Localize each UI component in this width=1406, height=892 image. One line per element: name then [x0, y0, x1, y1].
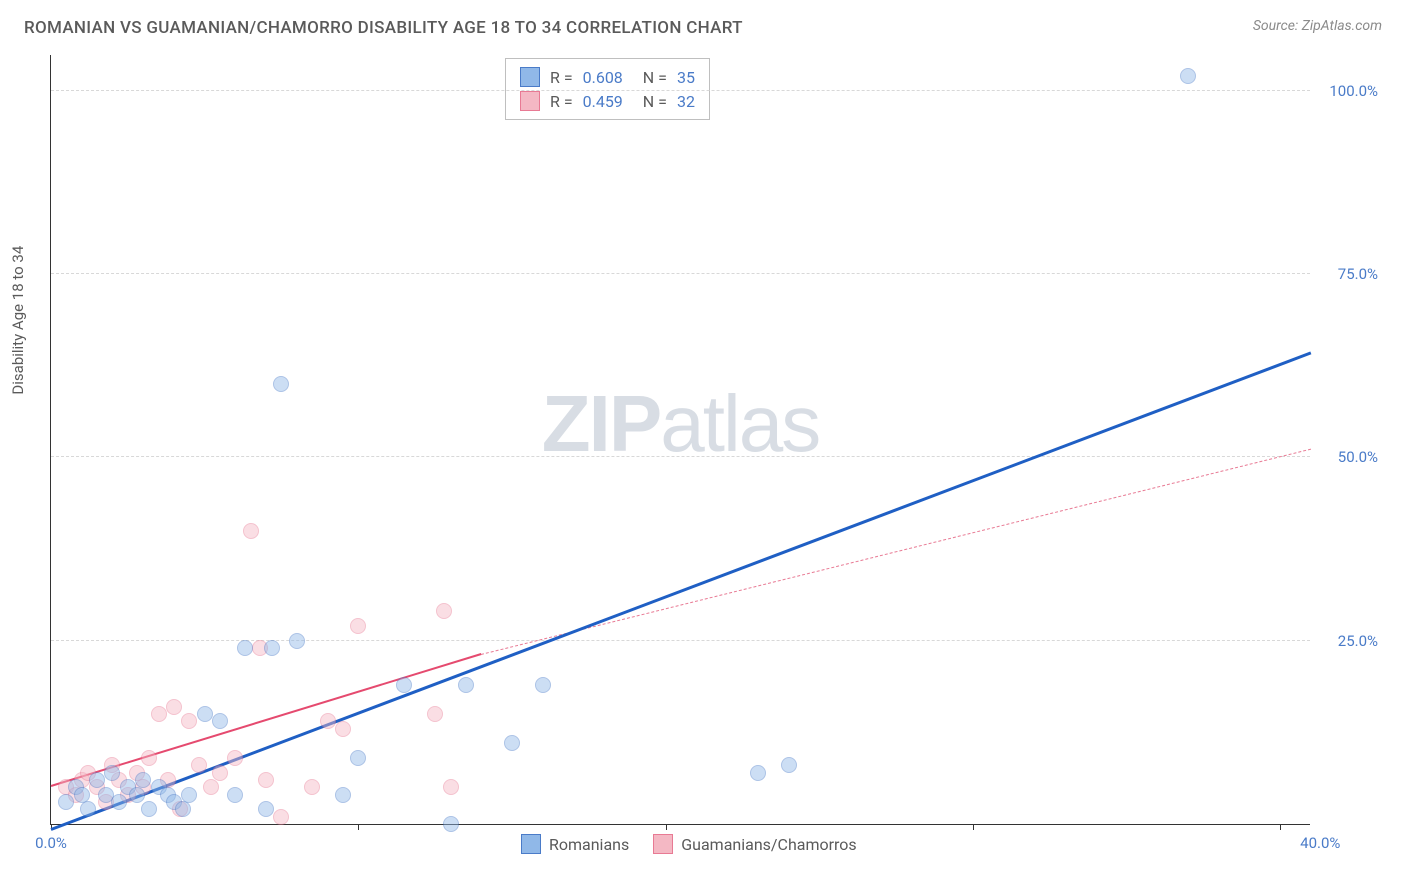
x-tick-label: 0.0% — [35, 834, 67, 852]
x-tick — [973, 824, 974, 830]
legend-r-value: 0.459 — [583, 92, 623, 111]
data-point — [273, 809, 289, 825]
grid-line — [51, 456, 1310, 457]
data-point — [458, 677, 474, 693]
data-point — [74, 787, 90, 803]
legend-item: Guamanians/Chamorros — [653, 834, 856, 854]
data-point — [781, 757, 797, 773]
y-tick-label: 25.0% — [1338, 632, 1378, 650]
data-point — [350, 750, 366, 766]
data-point — [141, 750, 157, 766]
data-point — [181, 713, 197, 729]
data-point — [243, 523, 259, 539]
data-point — [264, 640, 280, 656]
legend-series-name: Guamanians/Chamorros — [681, 835, 856, 854]
data-point — [135, 772, 151, 788]
legend-n-value: 35 — [677, 68, 695, 87]
data-point — [535, 677, 551, 693]
data-point — [443, 779, 459, 795]
data-point — [304, 779, 320, 795]
y-axis-label: Disability Age 18 to 34 — [9, 246, 27, 395]
data-point — [258, 801, 274, 817]
data-point — [227, 787, 243, 803]
watermark-light: atlas — [660, 379, 819, 468]
y-tick-label: 100.0% — [1329, 82, 1378, 100]
data-point — [191, 757, 207, 773]
data-point — [197, 706, 213, 722]
trend-line — [481, 449, 1311, 655]
x-tick — [358, 824, 359, 830]
legend-series-name: Romanians — [549, 835, 629, 854]
data-point — [129, 787, 145, 803]
legend-n-label: N = — [643, 68, 667, 87]
chart-container: Disability Age 18 to 34 ZIPatlas R =0.60… — [50, 55, 1380, 865]
legend-row: R = 0.608 N = 35 — [520, 65, 695, 89]
data-point — [212, 765, 228, 781]
data-point — [335, 787, 351, 803]
x-tick-label: 40.0% — [1300, 834, 1340, 852]
legend-item: Romanians — [521, 834, 629, 854]
legend-r-label: R = — [550, 68, 573, 87]
plot-area: ZIPatlas R =0.608N =35R =0.459N =32 Roma… — [50, 55, 1310, 825]
data-point — [750, 765, 766, 781]
legend-row: R = 0.459 N = 32 — [520, 89, 695, 113]
watermark-bold: ZIP — [542, 379, 660, 468]
y-tick-label: 75.0% — [1338, 265, 1378, 283]
data-point — [212, 713, 228, 729]
data-point — [335, 721, 351, 737]
data-point — [320, 713, 336, 729]
data-point — [203, 779, 219, 795]
series-legend: Romanians Guamanians/Chamorros — [521, 834, 857, 854]
data-point — [151, 706, 167, 722]
data-point — [111, 794, 127, 810]
x-tick — [666, 824, 667, 830]
data-point — [80, 801, 96, 817]
data-point — [436, 603, 452, 619]
legend-swatch — [521, 834, 541, 854]
data-point — [58, 794, 74, 810]
data-point — [227, 750, 243, 766]
data-point — [141, 801, 157, 817]
x-tick — [1280, 824, 1281, 830]
data-point — [175, 801, 191, 817]
legend-r-value: 0.608 — [583, 68, 623, 87]
data-point — [396, 677, 412, 693]
grid-line — [51, 273, 1310, 274]
grid-line — [51, 90, 1310, 91]
source-attribution: Source: ZipAtlas.com — [1253, 18, 1382, 34]
y-tick-label: 50.0% — [1338, 448, 1378, 466]
data-point — [427, 706, 443, 722]
data-point — [350, 618, 366, 634]
data-point — [258, 772, 274, 788]
legend-swatch — [520, 91, 540, 111]
data-point — [504, 735, 520, 751]
data-point — [289, 633, 305, 649]
legend-swatch — [653, 834, 673, 854]
data-point — [166, 699, 182, 715]
data-point — [181, 787, 197, 803]
data-point — [104, 765, 120, 781]
data-point — [443, 816, 459, 832]
data-point — [89, 772, 105, 788]
legend-r-label: R = — [550, 92, 573, 111]
chart-title: ROMANIAN VS GUAMANIAN/CHAMORRO DISABILIT… — [24, 18, 743, 38]
legend-n-label: N = — [643, 92, 667, 111]
data-point — [237, 640, 253, 656]
data-point — [273, 376, 289, 392]
data-point — [1180, 68, 1196, 84]
legend-swatch — [520, 67, 540, 87]
legend-n-value: 32 — [677, 92, 695, 111]
